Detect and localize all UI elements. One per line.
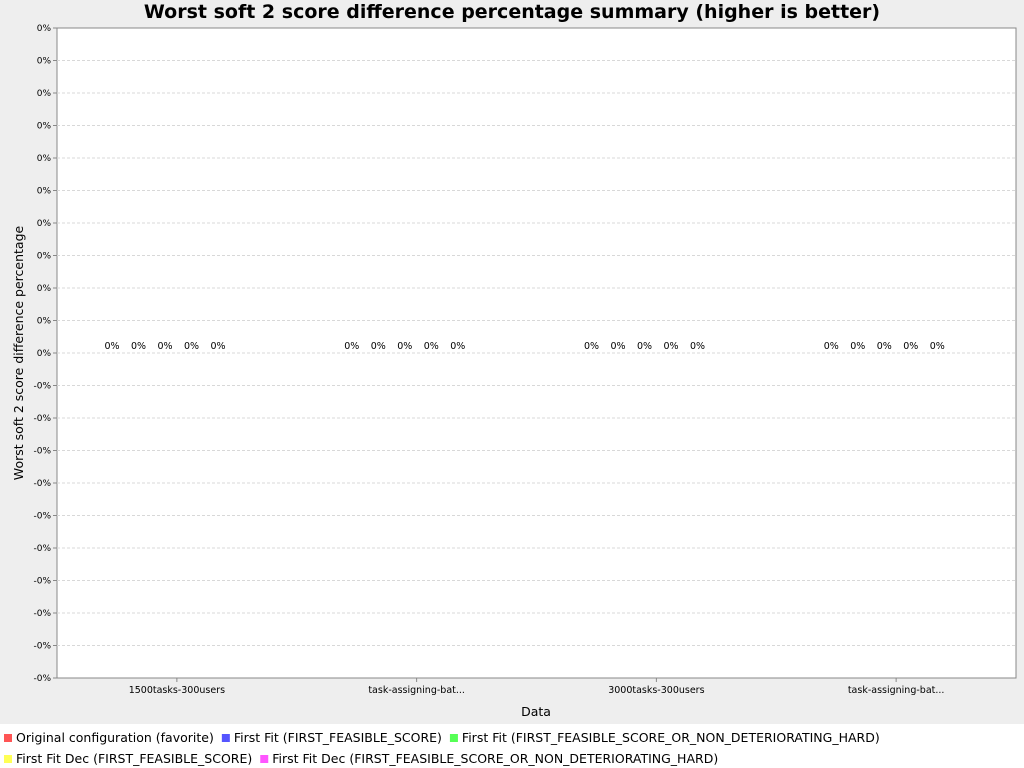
bar-value-label: 0% <box>450 341 465 352</box>
x-axis-ticks: 1500tasks-300users task-assigning-bat... 3… <box>129 678 945 696</box>
y-tick-label: 0% <box>37 284 52 294</box>
y-tick-label: -0% <box>33 609 51 619</box>
bar-value-label: 0% <box>610 341 625 352</box>
bar-value-label: 0% <box>104 341 119 352</box>
bar-value-label: 0% <box>184 341 199 352</box>
x-axis-label: Data <box>521 704 551 719</box>
bar-value-label: 0% <box>397 341 412 352</box>
bar-value-label: 0% <box>903 341 918 352</box>
bar-value-label: 0% <box>371 341 386 352</box>
legend-swatch <box>4 755 12 763</box>
legend: Original configuration (favorite) First F… <box>4 730 880 766</box>
y-tick-label: -0% <box>33 674 51 684</box>
y-tick-label: -0% <box>33 382 51 392</box>
bar-value-label: 0% <box>637 341 652 352</box>
plot-area <box>56 27 1017 679</box>
chart-title: Worst soft 2 score difference percentage… <box>144 1 880 23</box>
bar-value-label: 0% <box>584 341 599 352</box>
legend-swatch <box>260 755 269 763</box>
y-tick-label: 0% <box>37 89 52 99</box>
legend-entry: Original configuration (favorite) <box>16 730 214 745</box>
bar-value-label: 0% <box>210 341 225 352</box>
bar-value-label: 0% <box>344 341 359 352</box>
bar-value-label: 0% <box>157 341 172 352</box>
y-tick-label: 0% <box>37 219 52 229</box>
bar-value-label: 0% <box>663 341 678 352</box>
bar-value-label: 0% <box>131 341 146 352</box>
legend-swatch <box>4 734 12 742</box>
y-tick-label: -0% <box>33 414 51 424</box>
y-axis-ticks: 0% 0% 0% 0% 0% 0% 0% 0% 0% 0% 0% -0% -0% -0% -0% -0% -0%… <box>33 24 57 684</box>
bar-value-label: 0% <box>930 341 945 352</box>
y-axis-label: Worst soft 2 score difference percentage <box>11 225 26 480</box>
y-tick-label: 0% <box>37 252 52 262</box>
y-tick-label: -0% <box>33 447 51 457</box>
legend-box <box>0 724 1024 768</box>
bar-value-label: 0% <box>877 341 892 352</box>
legend-entry: First Fit Dec (FIRST_FEASIBLE_SCORE) <box>16 751 252 766</box>
legend-entry: First Fit (FIRST_FEASIBLE_SCORE_OR_NON_D… <box>462 730 880 745</box>
legend-entry: First Fit Dec (FIRST_FEASIBLE_SCORE_OR_N… <box>272 751 718 766</box>
bar-value-label: 0% <box>850 341 865 352</box>
y-tick-label: 0% <box>37 122 52 132</box>
bar-value-labels: 0% 0% 0% 0% 0% 0% 0% 0% 0% 0% 0% 0% 0% 0% 0% 0% 0% 0% 0% 0% <box>104 341 944 352</box>
legend-swatch <box>449 734 458 742</box>
bar-value-label: 0% <box>424 341 439 352</box>
y-tick-label: 0% <box>37 154 52 164</box>
legend-entry: First Fit (FIRST_FEASIBLE_SCORE) <box>234 730 442 745</box>
y-tick-label: 0% <box>37 317 52 327</box>
y-tick-label: 0% <box>37 57 52 67</box>
x-tick-label: 1500tasks-300users <box>129 685 225 696</box>
y-tick-label: -0% <box>33 577 51 587</box>
y-tick-label: -0% <box>33 544 51 554</box>
y-tick-label: -0% <box>33 642 51 652</box>
y-tick-label: -0% <box>33 479 51 489</box>
y-tick-label: 0% <box>37 24 52 34</box>
x-tick-label: task-assigning-bat... <box>848 685 945 696</box>
bar-value-label: 0% <box>824 341 839 352</box>
legend-swatch <box>221 734 230 742</box>
bar-value-label: 0% <box>690 341 705 352</box>
x-tick-label: 3000tasks-300users <box>608 685 704 696</box>
y-tick-label: -0% <box>33 512 51 522</box>
y-tick-label: 0% <box>37 187 52 197</box>
y-tick-label: 0% <box>37 349 52 359</box>
x-tick-label: task-assigning-bat... <box>368 685 465 696</box>
